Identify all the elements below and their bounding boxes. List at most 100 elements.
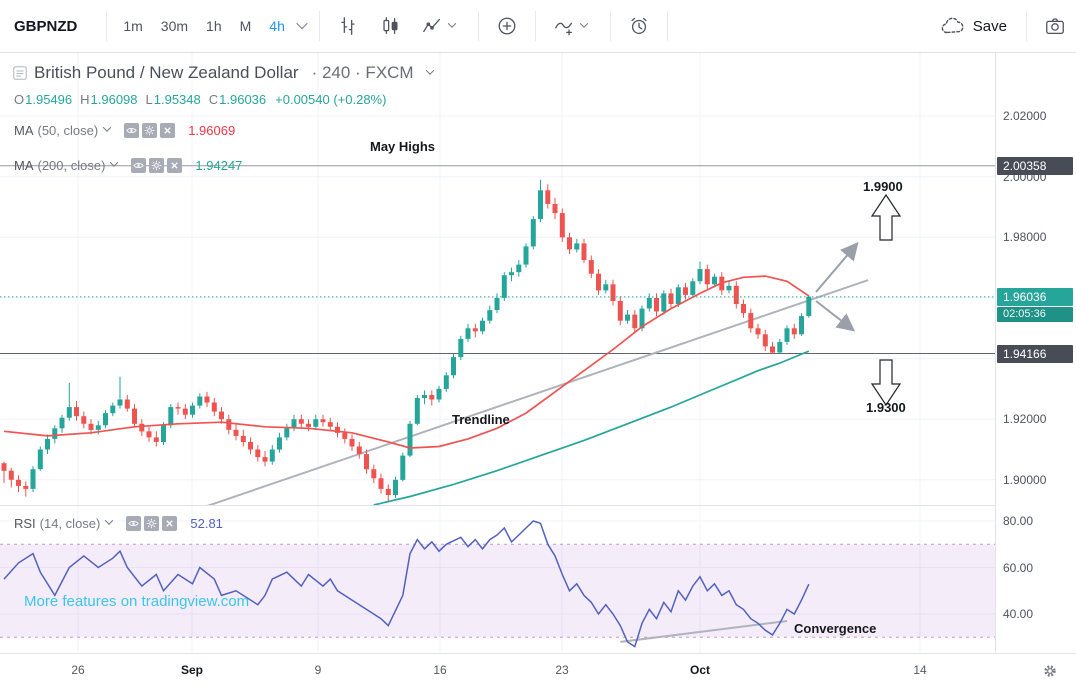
toolbar-divider: [609, 11, 611, 41]
toolbar-divider: [666, 11, 668, 41]
rsi-axis-label: 60.00: [1003, 560, 1034, 575]
open-value: 1.95496: [25, 92, 73, 107]
legend-collapse-icon[interactable]: [13, 66, 27, 80]
eye-icon[interactable]: [126, 516, 142, 531]
price-axis-label: 1.90000: [1003, 472, 1047, 487]
time-axis[interactable]: 26 Sep 9 16 23 Oct 14: [0, 653, 1076, 687]
close-icon[interactable]: [162, 516, 178, 531]
time-axis-label: 9: [314, 663, 322, 677]
indicator-row-ma200: MA (200, close) 1.94247: [14, 158, 242, 173]
chart-title[interactable]: British Pound / New Zealand Dollar: [34, 63, 299, 82]
save-button[interactable]: Save: [928, 10, 1019, 42]
current-price-value: 1.96036: [997, 287, 1073, 306]
indicator-line-icon: [554, 22, 572, 36]
indicator-actions: [126, 516, 180, 531]
low-label: L: [145, 92, 153, 107]
alarm-clock-icon: [631, 17, 647, 34]
indicator-chevron-icon[interactable]: [110, 158, 119, 167]
indicator-chevron-icon[interactable]: [102, 123, 112, 132]
time-axis-label: Sep: [180, 663, 204, 677]
indicator-name[interactable]: RSI: [14, 516, 36, 531]
gear-icon[interactable]: [149, 158, 165, 173]
indicator-row-ma50: MA (50, close) 1.96069: [14, 123, 235, 138]
indicator-actions: [124, 123, 178, 138]
gear-icon: [1044, 665, 1056, 677]
pane-divider[interactable]: [0, 505, 1076, 506]
gear-icon[interactable]: [142, 123, 158, 138]
toolbar-divider: [106, 11, 108, 41]
high-label: H: [80, 92, 90, 107]
indicator-actions: [131, 158, 185, 173]
toolbar-divider: [534, 11, 536, 41]
close-label: C: [208, 92, 219, 107]
gear-icon[interactable]: [144, 516, 160, 531]
ma200-value: 1.94247: [195, 158, 243, 173]
interval-4h[interactable]: 4h: [260, 12, 294, 40]
ma50-value: 1.96069: [188, 123, 236, 138]
symbol-legend[interactable]: British Pound / New Zealand Dollar · 240…: [13, 63, 439, 83]
chart-area: British Pound / New Zealand Dollar · 240…: [0, 53, 1076, 653]
interval-M[interactable]: M: [231, 12, 261, 40]
eye-icon[interactable]: [124, 123, 140, 138]
rsi-axis-label: 80.00: [1003, 514, 1034, 528]
interval-buttons: 1m 30m 1h M 4h: [114, 12, 312, 40]
close-icon[interactable]: [160, 123, 176, 138]
indicators-dropdown-chevron-icon: [579, 18, 589, 28]
ohlc-row: O 1.95496 H 1.96098 L 1.95348 C 1.96036 +0.0…: [14, 92, 386, 107]
price-level-badge-upper: 2.00358: [997, 156, 1073, 175]
interval-dropdown-chevron-icon[interactable]: [296, 17, 308, 29]
close-value: 1.96036: [219, 92, 267, 107]
time-axis-label: 16: [433, 663, 447, 677]
rsi-value: 52.81: [190, 516, 223, 531]
chart-settings-button[interactable]: [1040, 661, 1060, 684]
area-style-button[interactable]: [411, 10, 471, 42]
camera-icon: [1046, 18, 1064, 34]
toolbar-divider: [1026, 11, 1027, 41]
upside-target-label: 1.9900: [863, 179, 903, 194]
interval-1m[interactable]: 1m: [114, 12, 151, 40]
candle-style-button[interactable]: [369, 10, 411, 42]
area-chart-icon: [422, 18, 440, 33]
toolbar-divider: [477, 11, 479, 41]
change-value: +0.00540 (+0.28%): [275, 92, 387, 107]
plus-circle-icon: [498, 17, 516, 35]
top-toolbar: GBPNZD 1m 30m 1h M 4h Save: [0, 0, 1076, 53]
high-value: 1.96098: [90, 92, 138, 107]
title-chevron-icon[interactable]: [425, 65, 434, 75]
time-axis-label: 23: [555, 663, 569, 677]
low-value: 1.95348: [153, 92, 201, 107]
cloud-icon: [941, 17, 964, 34]
style-dropdown-chevron-icon: [447, 18, 457, 28]
price-axis-label: 1.98000: [1003, 230, 1047, 245]
may-highs-label: May Highs: [370, 139, 436, 154]
indicator-name[interactable]: MA: [14, 158, 34, 173]
snapshot-button[interactable]: [1034, 10, 1076, 42]
open-label: O: [14, 92, 25, 107]
price-level-badge-lower: 1.94166: [997, 344, 1073, 363]
eye-icon[interactable]: [131, 158, 147, 173]
symbol-name[interactable]: GBPNZD: [14, 17, 78, 35]
indicator-row-rsi: RSI (14, close) 52.81: [14, 516, 223, 531]
interval-1h[interactable]: 1h: [197, 12, 231, 40]
close-icon[interactable]: [167, 158, 183, 173]
main-chart-canvas[interactable]: [0, 53, 995, 505]
trendline-label: Trendline: [452, 412, 510, 427]
alert-button[interactable]: [618, 10, 660, 42]
price-axis[interactable]: 2.020002.000001.980001.960001.940001.920…: [995, 53, 1076, 653]
time-axis-label: 26: [71, 663, 85, 677]
indicator-params: (14, close): [39, 516, 101, 531]
price-axis-label: 2.02000: [1003, 109, 1047, 124]
indicators-button[interactable]: [543, 10, 603, 42]
downside-target-label: 1.9300: [866, 400, 906, 415]
rsi-chart-canvas[interactable]: [0, 505, 995, 653]
bars-icon: [341, 17, 355, 35]
compare-button[interactable]: [486, 10, 528, 42]
chart-title-meta: · 240 · FXCM: [311, 63, 414, 82]
interval-30m[interactable]: 30m: [152, 12, 197, 40]
bar-style-button[interactable]: [327, 10, 369, 42]
toolbar-divider: [318, 11, 320, 41]
indicator-name[interactable]: MA: [14, 123, 34, 138]
time-axis-label: 14: [913, 663, 927, 677]
indicator-chevron-icon[interactable]: [105, 516, 114, 525]
tradingview-watermark-link[interactable]: More features on tradingview.com: [24, 593, 250, 610]
